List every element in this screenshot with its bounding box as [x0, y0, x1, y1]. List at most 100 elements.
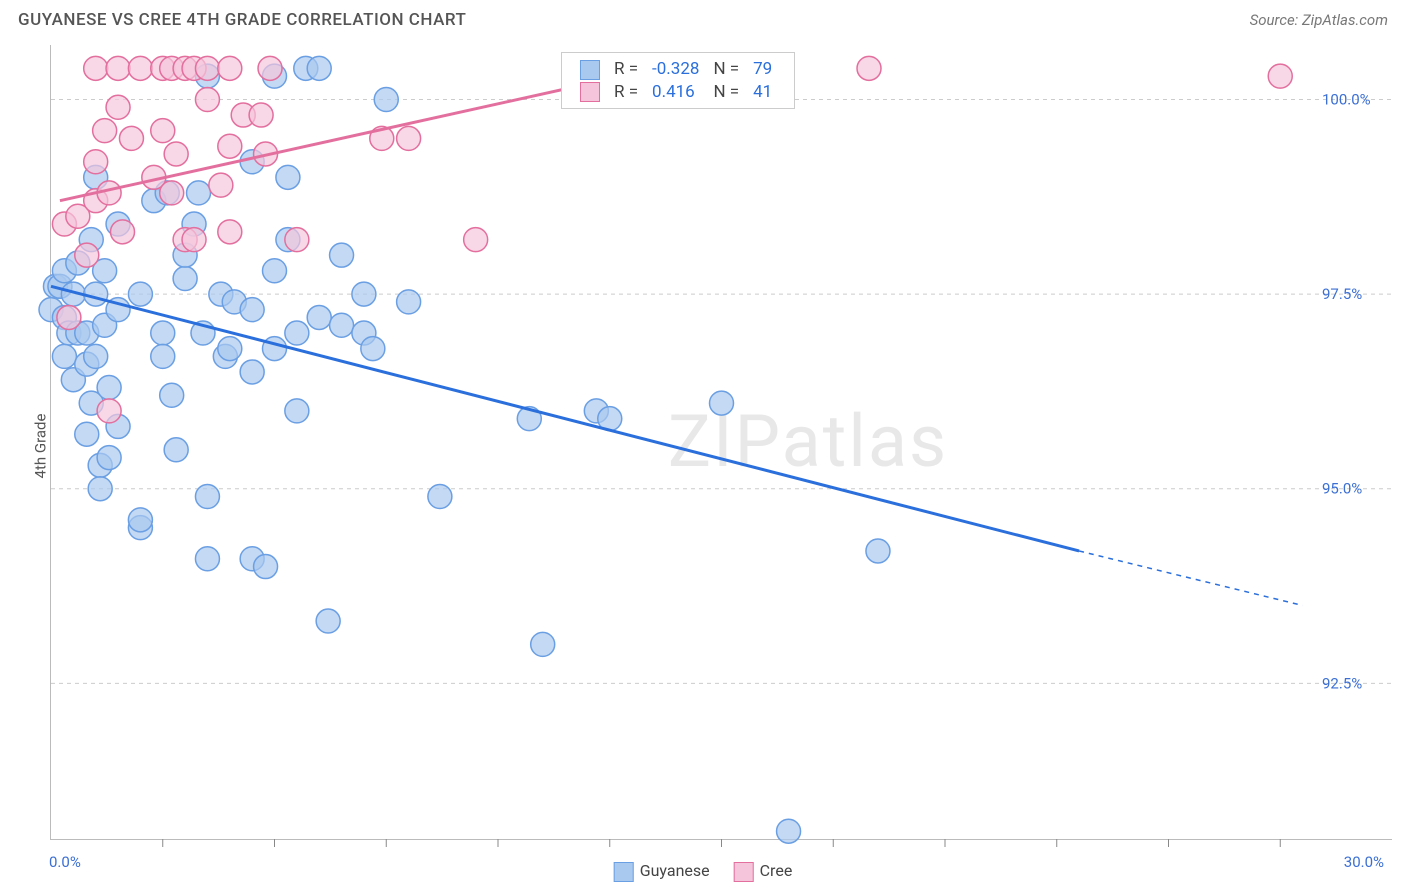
x-tick-label-start: 0.0% [49, 853, 81, 871]
scatter-point [195, 87, 219, 111]
trend-line-blue-dash [1079, 551, 1303, 605]
scatter-point [397, 290, 421, 314]
scatter-point [307, 56, 331, 80]
scatter-point [57, 305, 81, 329]
scatter-point [128, 508, 152, 532]
scatter-point [464, 228, 488, 252]
scatter-point [316, 609, 340, 633]
scatter-point [151, 321, 175, 345]
scatter-point [352, 282, 376, 306]
scatter-point [128, 56, 152, 80]
scatter-point [173, 267, 197, 291]
scatter-point [128, 282, 152, 306]
watermark-text: ZIPatlas [668, 399, 948, 484]
scatter-point [119, 126, 143, 150]
scatter-point [111, 220, 135, 244]
legend-r-value: -0.328 [646, 59, 705, 80]
scatter-point [218, 134, 242, 158]
legend-item: Guyanese [614, 861, 710, 880]
scatter-point [276, 165, 300, 189]
scatter-point [218, 56, 242, 80]
scatter-point [187, 181, 211, 205]
x-tick-label-end: 30.0% [1344, 853, 1384, 871]
legend-n-label: N = [707, 82, 745, 103]
scatter-point [164, 142, 188, 166]
legend-label: Cree [760, 861, 793, 880]
scatter-point [531, 632, 555, 656]
scatter-point [240, 298, 264, 322]
chart-svg: 92.5%95.0%97.5%100.0%0.0%30.0%ZIPatlas [51, 45, 1392, 839]
scatter-point [106, 56, 130, 80]
legend-n-value: 79 [747, 59, 778, 80]
scatter-point [330, 313, 354, 337]
scatter-point [84, 344, 108, 368]
scatter-point [97, 399, 121, 423]
scatter-point [866, 539, 890, 563]
scatter-point [84, 56, 108, 80]
scatter-point [84, 150, 108, 174]
legend-r-label: R = [608, 59, 644, 80]
legend-swatch [614, 862, 634, 882]
scatter-point [97, 446, 121, 470]
trend-line-pink [60, 76, 623, 201]
legend-swatch [734, 862, 754, 882]
scatter-point [84, 282, 108, 306]
scatter-point [710, 391, 734, 415]
y-tick-label: 100.0% [1322, 90, 1371, 108]
legend-swatch [580, 60, 600, 80]
scatter-point [777, 819, 801, 843]
chart-title: GUYANESE VS CREE 4TH GRADE CORRELATION C… [18, 10, 466, 30]
legend-swatch [580, 82, 600, 102]
scatter-point [1268, 64, 1292, 88]
scatter-point [285, 399, 309, 423]
scatter-point [106, 95, 130, 119]
scatter-point [263, 259, 287, 283]
scatter-point [374, 87, 398, 111]
legend-n-label: N = [707, 59, 745, 80]
scatter-point [218, 337, 242, 361]
scatter-point [195, 547, 219, 571]
scatter-point [254, 555, 278, 579]
legend-row: R =-0.328N =79 [574, 59, 778, 80]
legend-item: Cree [734, 861, 793, 880]
scatter-point [857, 56, 881, 80]
y-axis-label: 4th Grade [31, 414, 49, 479]
scatter-point [428, 484, 452, 508]
scatter-point [330, 243, 354, 267]
scatter-point [397, 126, 421, 150]
scatter-point [93, 119, 117, 143]
y-tick-label: 95.0% [1322, 480, 1362, 498]
scatter-point [151, 344, 175, 368]
scatter-point [195, 56, 219, 80]
scatter-point [151, 119, 175, 143]
legend-n-value: 41 [747, 82, 778, 103]
scatter-point [88, 477, 112, 501]
y-tick-label: 97.5% [1322, 285, 1362, 303]
scatter-point [209, 173, 233, 197]
scatter-point [258, 56, 282, 80]
scatter-point [75, 422, 99, 446]
legend-row: R =0.416N =41 [574, 82, 778, 103]
scatter-point [164, 438, 188, 462]
chart-header: GUYANESE VS CREE 4TH GRADE CORRELATION C… [0, 0, 1406, 36]
legend-r-label: R = [608, 82, 644, 103]
scatter-point [285, 228, 309, 252]
correlation-legend: R =-0.328N =79R =0.416N =41 [561, 52, 795, 109]
scatter-point [160, 181, 184, 205]
scatter-point [195, 484, 219, 508]
chart-plot-area: 92.5%95.0%97.5%100.0%0.0%30.0%ZIPatlas R… [50, 45, 1392, 840]
series-legend: Guyanese Cree [602, 861, 805, 882]
legend-label: Guyanese [640, 861, 710, 880]
scatter-point [240, 360, 264, 384]
chart-source: Source: ZipAtlas.com [1250, 11, 1388, 29]
scatter-point [160, 383, 184, 407]
scatter-point [182, 228, 206, 252]
scatter-point [97, 376, 121, 400]
scatter-point [361, 337, 385, 361]
scatter-point [307, 305, 331, 329]
y-tick-label: 92.5% [1322, 674, 1362, 692]
scatter-point [52, 344, 76, 368]
scatter-point [249, 103, 273, 127]
scatter-point [218, 220, 242, 244]
legend-r-value: 0.416 [646, 82, 705, 103]
